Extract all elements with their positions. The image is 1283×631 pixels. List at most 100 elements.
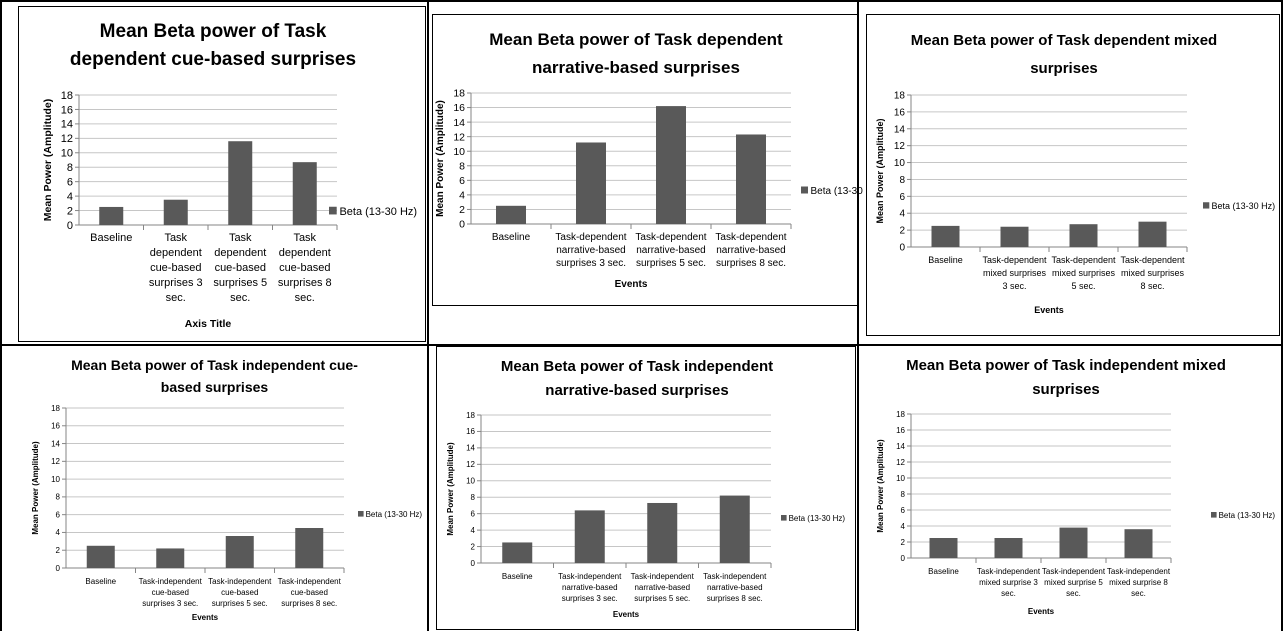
legend-swatch [358,511,364,517]
chart-title-line: narrative-based surprises [532,58,740,77]
grid-rule-col2 [857,0,859,631]
y-tick-label: 12 [453,131,465,143]
y-tick-label: 6 [56,510,61,519]
legend-label: Beta (13-30 Hz) [789,514,846,523]
y-tick-label: 0 [899,243,905,254]
bar [647,502,678,563]
y-tick-label: 14 [51,439,60,448]
chart-title: Mean Beta power of Task independent narra… [501,358,773,399]
bar [163,199,188,225]
x-tick-label-line: Task-dependent [982,255,1047,265]
y-tick-label: 12 [466,460,475,469]
chart-title-line: Mean Beta power of Task [100,21,327,42]
x-tick-label-line: surprises 5 [213,277,267,289]
y-tick-label: 18 [51,404,60,413]
y-axis-label: Mean Power (Amplitude) [446,442,455,536]
chart-title-line: Mean Beta power of Task independent [501,358,773,375]
bar [99,206,124,225]
x-tick-label: Baseline [90,232,132,244]
y-tick-label: 2 [901,538,906,547]
x-axis-label: Events [1034,305,1064,315]
chart-title: Mean Beta power of Task independent cue-… [71,357,358,395]
x-tick-label-line: Baseline [502,572,533,581]
chart-title-line: Mean Beta power of Task independent cue- [71,357,358,373]
y-tick-label: 14 [896,442,905,451]
y-tick-label: 14 [894,124,906,135]
y-tick-label: 16 [453,102,465,114]
x-tick-label-line: mixed surprise 5 [1044,578,1103,587]
x-tick-label-line: mixed surprises [983,268,1047,278]
chart-svg-2: Mean Beta power of Task dependent narrati… [435,30,863,290]
bar [295,528,324,568]
x-tick-label: Task-independent cue-based surprises 3 sec… [139,577,203,608]
bar [496,205,526,224]
x-tick-label: Task-dependent narrative-based surprises 8… [715,232,786,269]
x-tick-label: Task-independent cue-based surprises 5 sec… [208,577,272,608]
x-tick-label-line: surprises 3 [149,277,203,289]
y-tick-label: 4 [471,526,476,535]
bar [1000,226,1029,247]
chart-title-line: surprises [1032,381,1100,398]
legend-swatch [1211,512,1217,518]
y-tick-label: 8 [459,160,465,172]
legend-swatch [329,206,337,215]
grid-rule-top [0,0,1283,2]
y-axis-label: Mean Power (Amplitude) [875,118,885,223]
x-tick-label-line: surprises 8 sec. [281,599,337,608]
y-tick-label: 6 [899,192,905,203]
legend-label: Beta (13-30 Hz) [366,510,423,519]
y-tick-label: 8 [67,162,73,174]
x-tick-label-line: cue-based [215,262,266,274]
x-tick-label-line: surprises 8 sec. [707,594,763,603]
x-tick-label-line: sec. [295,292,315,304]
y-tick-label: 2 [899,226,905,237]
x-tick-label: Task-independent cue-based surprises 8 sec… [278,577,342,608]
y-tick-label: 4 [899,209,905,220]
x-tick-label-line: dependent [150,247,202,259]
chart-svg-3: Mean Beta power of Task dependent mixed s… [875,32,1275,315]
bar [1124,529,1153,558]
x-tick-label-line: Baseline [492,232,531,243]
x-tick-label-line: Baseline [928,255,963,265]
x-tick-label: Task dependent cue-based surprises 3 sec. [149,232,203,304]
x-tick-label-line: Task-dependent [1120,255,1185,265]
y-tick-label: 12 [61,133,73,145]
x-tick-label-line: dependent [279,247,331,259]
x-tick-label-line: 8 sec. [1140,281,1164,291]
x-tick-label: Task-independent narrative-based surprises… [703,572,767,603]
y-tick-label: 18 [894,91,906,102]
x-tick-label-line: Task-dependent [555,232,626,243]
x-tick-label-line: surprises 8 sec. [716,258,786,269]
chart-panel-5: Mean Beta power of Task independent narra… [436,346,856,630]
x-tick-label-line: cue-based [150,262,201,274]
chart-title-line: Mean Beta power of Task dependent mixed [911,32,1217,49]
x-tick-label-line: Task [293,232,316,244]
legend-label: Beta (13-30 Hz) [1219,511,1276,520]
y-tick-label: 8 [471,493,476,502]
x-tick-label-line: Task-independent [631,572,695,581]
x-tick-label-line: surprises 3 sec. [562,594,618,603]
y-tick-label: 8 [899,175,905,186]
x-tick-label: Task-independent mixed surprise 5 sec. [1042,567,1106,598]
bar [292,162,317,225]
y-tick-label: 10 [453,146,465,158]
x-tick-label-line: Task-independent [1042,567,1106,576]
y-tick-label: 2 [459,204,465,216]
x-tick-label-line: narrative-based [562,583,618,592]
y-tick-label: 4 [901,522,906,531]
x-tick-label: Task-dependent narrative-based surprises 5… [635,232,706,269]
legend-swatch [801,186,808,194]
x-tick-label-line: mixed surprise 8 [1109,578,1168,587]
y-tick-label: 2 [67,205,73,217]
chart-panel-4: Mean Beta power of Task independent cue-… [22,350,427,630]
y-tick-label: 0 [459,219,465,231]
x-tick-label-line: sec. [1131,589,1146,598]
bar [656,106,686,224]
x-tick-label: Baseline [502,572,533,581]
x-tick-label: Task dependent cue-based surprises 5 sec. [213,232,267,304]
y-axis-label: Mean Power (Amplitude) [31,441,40,535]
x-tick-label-line: narrative-based [716,245,785,256]
x-tick-label-line: Task-independent [208,577,272,586]
x-tick-label-line: surprises 3 sec. [556,258,626,269]
y-tick-label: 16 [51,422,60,431]
